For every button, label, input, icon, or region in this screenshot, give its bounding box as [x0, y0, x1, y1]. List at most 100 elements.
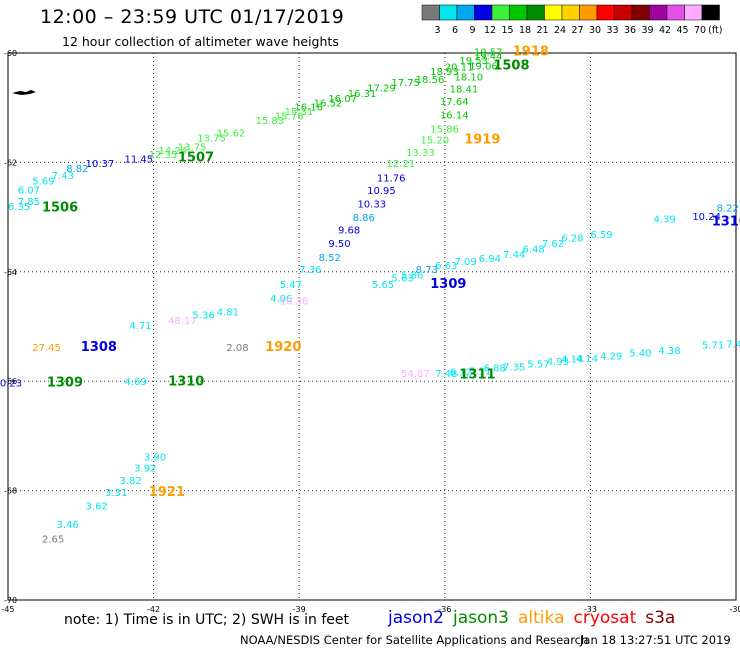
wave-height-label: 11.76 — [377, 174, 406, 185]
wave-height-label: 10.23 — [0, 379, 22, 390]
wave-height-label: 4.14 — [561, 355, 583, 366]
pass-time-label: 1310 — [712, 214, 740, 229]
pass-time-label: 1919 — [464, 132, 500, 147]
wave-height-label: 19.53 — [459, 56, 488, 67]
pass-time-label: 1508 — [493, 58, 529, 73]
wave-height-label: 5.71 — [702, 340, 724, 351]
wave-height-label: 4.14 — [576, 354, 598, 365]
legend-s3a: s3a — [645, 608, 676, 628]
wave-height-label: 13.33 — [406, 148, 435, 159]
wave-height-label: 4.81 — [217, 308, 239, 319]
wave-height-label: 12.35 — [149, 150, 178, 161]
wave-height-label: 3.82 — [120, 476, 142, 487]
longitude-tick-label: -30 — [729, 605, 740, 614]
credit-line: NOAA/NESDIS Center for Satellite Applica… — [240, 633, 589, 647]
colorbar-tick-label: 70 — [694, 25, 706, 36]
longitude-tick-label: -45 — [1, 605, 14, 614]
wave-height-label: 8.82 — [66, 164, 88, 175]
wave-height-label: 4.29 — [600, 351, 622, 362]
wave-height-label: 3.62 — [86, 502, 108, 513]
wave-height-label: 15.86 — [430, 124, 459, 135]
pass-time-label: 1311 — [459, 367, 495, 382]
wave-height-label: 4.71 — [129, 321, 151, 332]
wave-height-label: 4.38 — [658, 346, 680, 357]
satellite-legend: jason2 jason3 altika cryosat s3a — [388, 608, 684, 628]
colorbar-unit-label: (ft) — [708, 25, 722, 36]
wave-height-label: 7.35 — [503, 362, 525, 373]
legend-cryosat: cryosat — [573, 608, 637, 628]
wave-height-colorbar: 3 6 9 12 15 18 21 24 27 30 33 36 39 42 45 70 (ft) — [421, 4, 723, 36]
colorbar-tick-label: 9 — [469, 25, 475, 36]
wave-height-label: 16.14 — [440, 111, 469, 122]
wave-height-label: 7.43 — [52, 171, 74, 182]
wave-height-label: 17.64 — [440, 97, 469, 108]
wave-height-label: 4.39 — [653, 215, 675, 226]
wave-height-label: 6.88 — [484, 363, 506, 374]
wave-height-label: 7.62 — [542, 239, 564, 250]
pass-time-label: 1921 — [149, 485, 185, 500]
legend-jason3: jason3 — [453, 608, 509, 628]
colorbar-tick-label: 24 — [554, 25, 566, 36]
wave-height-label: 13.75 — [197, 134, 226, 145]
colorbar-tick-label: 42 — [659, 25, 671, 36]
colorbar-swatch — [701, 4, 720, 21]
colorbar-tick-label: 18 — [519, 25, 531, 36]
wave-height-label: 20.11 — [445, 63, 474, 74]
wave-height-label: 17.75 — [391, 78, 420, 89]
pass-time-label: 1309 — [430, 277, 466, 292]
map-title: 12:00 – 23:59 UTC 01/17/2019 — [40, 6, 345, 28]
wave-height-label: 10.95 — [367, 186, 396, 197]
wave-height-label: 11.45 — [124, 154, 153, 165]
wave-height-label: 9.68 — [338, 226, 360, 237]
map-frame — [7, 52, 737, 601]
wave-height-label: 15.20 — [421, 135, 450, 146]
colorbar-tick-label: 33 — [606, 25, 618, 36]
wave-height-label: 7.09 — [455, 257, 477, 268]
generation-timestamp: Jan 18 13:27:51 UTC 2019 — [580, 633, 731, 647]
wave-height-label: 8.73 — [416, 265, 438, 276]
pass-time-label: 1507 — [178, 150, 214, 165]
wave-height-label: 15.62 — [217, 129, 246, 140]
wave-height-label: 16.31 — [348, 89, 377, 100]
latitude-tick-label: -70 — [4, 596, 17, 605]
map-subtitle: 12 hour collection of altimeter wave hei… — [62, 34, 339, 49]
pass-time-label: 1920 — [265, 340, 301, 355]
footer-note: note: 1) Time is in UTC; 2) SWH is in fe… — [64, 612, 350, 628]
wave-height-label: 2.08 — [226, 343, 248, 354]
colorbar-tick-label: 6 — [452, 25, 458, 36]
wave-height-label: 15.83 — [256, 116, 285, 127]
colorbar-tick-label: 36 — [624, 25, 636, 36]
wave-height-label: 3.90 — [144, 453, 166, 464]
wave-height-label: 48.17 — [168, 316, 197, 327]
pass-time-label: 1918 — [513, 45, 549, 60]
legend-altika: altika — [518, 608, 565, 628]
wave-height-label: 3.92 — [134, 463, 156, 474]
colorbar-tick-label: 27 — [571, 25, 583, 36]
wave-height-label: 13.75 — [178, 142, 207, 153]
wave-height-label: 5.86 — [401, 270, 423, 281]
longitude-tick-label: -33 — [584, 605, 597, 614]
wave-height-label: 5.36 — [192, 310, 214, 321]
wave-height-label: 16.07 — [328, 94, 357, 105]
wave-height-label: 7.48 — [435, 369, 457, 380]
wave-height-label: 8.86 — [353, 213, 375, 224]
wave-height-label: 17.29 — [367, 83, 396, 94]
latitude-tick-label: -68 — [4, 487, 17, 496]
wave-height-label: 4.06 — [270, 294, 292, 305]
wave-height-label: 6.28 — [561, 234, 583, 245]
wave-height-label: 7.44 — [503, 250, 525, 261]
wave-height-label: 7.36 — [299, 265, 321, 276]
wave-height-label: 5.47 — [280, 280, 302, 291]
wave-height-label: 18.10 — [455, 72, 484, 83]
wave-height-label: 8.52 — [319, 253, 341, 264]
colorbar-tick-label: 3 — [434, 25, 440, 36]
latitude-tick-label: -62 — [4, 158, 17, 167]
wave-height-label: 3.31 — [105, 488, 127, 499]
wave-height-label: 6.48 — [522, 245, 544, 256]
wave-height-label: 2.65 — [42, 535, 64, 546]
longitude-tick-label: -39 — [293, 605, 306, 614]
wave-height-label: 10.33 — [357, 199, 386, 210]
wave-height-label: 9.50 — [328, 239, 350, 250]
wave-height-label: 18.56 — [416, 75, 445, 86]
